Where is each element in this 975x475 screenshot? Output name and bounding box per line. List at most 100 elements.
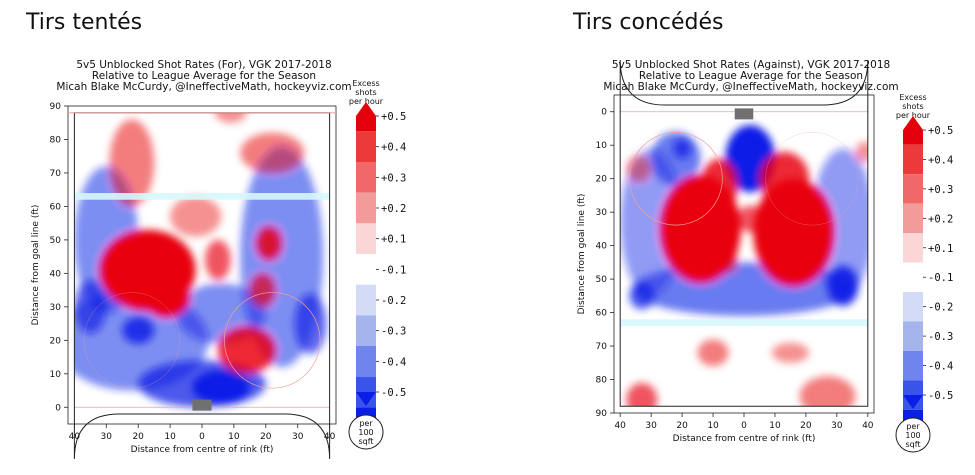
units-badge — [895, 417, 931, 453]
x-tick-label: 40 — [69, 432, 81, 442]
y-tick-label: 60 — [596, 309, 608, 319]
chart-title-line: Micah Blake McCurdy, @IneffectiveMath, h… — [56, 81, 351, 93]
x-tick-label: 30 — [831, 421, 843, 431]
heat-blob — [827, 265, 859, 306]
heat-blob — [256, 226, 282, 260]
x-tick-label: 10 — [769, 421, 781, 431]
y-tick-label: 50 — [50, 236, 62, 246]
colorbar-tick-label: +0.5 — [381, 111, 406, 123]
chart-title-line: Relative to League Average for the Seaso… — [639, 70, 863, 82]
y-tick-label: 80 — [50, 135, 62, 145]
heat-blobs — [620, 125, 868, 407]
x-tick-label: 40 — [862, 421, 874, 431]
y-tick-label: 90 — [596, 409, 608, 419]
heat-blob — [249, 273, 276, 307]
heat-blob — [240, 132, 305, 173]
heat-blob — [753, 178, 834, 286]
colorbar-tick-label: +0.3 — [381, 172, 406, 184]
x-tick-label: 0 — [199, 432, 205, 442]
colorbar-band — [356, 315, 376, 346]
y-axis-label: Distance from goal line (ft) — [577, 194, 587, 315]
faceoff-circle — [765, 132, 859, 226]
heat-blob — [759, 151, 809, 206]
heat-blob — [672, 138, 692, 159]
y-tick-label: 0 — [601, 108, 607, 118]
colorbar-band — [903, 321, 923, 351]
faceoff-circle — [629, 131, 723, 226]
colorbar-band — [903, 130, 923, 145]
x-tick-label: 10 — [164, 432, 176, 442]
heat-blob — [700, 158, 738, 213]
goal-net — [192, 399, 212, 411]
y-tick-label: 10 — [50, 370, 62, 380]
colorbar-title-line: Excess — [899, 93, 926, 102]
y-tick-label: 90 — [50, 102, 62, 112]
colorbar-tick-label: -0.2 — [381, 295, 406, 307]
x-tick-label: 0 — [741, 421, 747, 431]
heat-blob — [737, 205, 763, 233]
heat-blob — [214, 112, 247, 123]
colorbar-tick-label: -0.3 — [928, 331, 953, 343]
goal-net — [734, 108, 754, 120]
colorbar-title-line: shots — [902, 102, 923, 111]
y-tick-label: 40 — [596, 242, 608, 252]
colorbar-tick-label: +0.2 — [928, 213, 953, 225]
chart-title-line: 5v5 Unblocked Shot Rates (For), VGK 2017… — [76, 59, 331, 71]
units-badge-text: sqft — [358, 437, 373, 446]
panel-shots-against: 5v5 Unblocked Shot Rates (Against), VGK … — [487, 0, 974, 475]
x-tick-label: 10 — [707, 421, 719, 431]
colorbar-tick-label: +0.1 — [928, 243, 953, 255]
colorbar-tick-label: -0.4 — [928, 361, 953, 373]
colorbar-band — [356, 192, 376, 224]
colorbar-band — [356, 284, 376, 316]
blue-line — [620, 319, 868, 326]
colorbar-cap-top — [356, 102, 376, 116]
colorbar-cap-bottom — [356, 392, 376, 406]
heat-blob — [122, 316, 155, 344]
heat-layer — [620, 125, 868, 407]
colorbar-band — [903, 262, 923, 292]
colorbar-tick-label: +0.1 — [381, 234, 406, 246]
colorbar-title-line: per hour — [349, 97, 384, 106]
rink-boards — [73, 112, 331, 459]
colorbar-band — [903, 174, 923, 204]
heat-blob — [799, 376, 856, 407]
x-axis-label: Distance from centre of rink (ft) — [131, 445, 274, 455]
x-tick-label: 20 — [676, 421, 688, 431]
colorbar-title-line: Excess — [352, 79, 379, 88]
heat-blob — [170, 196, 222, 237]
panel-shots-for: 5v5 Unblocked Shot Rates (For), VGK 2017… — [0, 0, 487, 475]
heat-blob — [855, 141, 868, 162]
colorbar-tick-label: +0.4 — [928, 154, 953, 166]
shots-against-chart: 5v5 Unblocked Shot Rates (Against), VGK … — [577, 59, 953, 453]
x-tick-label: 40 — [614, 421, 626, 431]
colorbar-cap-top — [903, 116, 923, 130]
heat-blob — [719, 245, 738, 273]
heat-blob — [205, 239, 231, 281]
chart-title-line: 5v5 Unblocked Shot Rates (Against), VGK … — [612, 59, 890, 71]
colorbar-band — [903, 144, 923, 175]
x-tick-label: 30 — [292, 432, 304, 442]
units-badge-text: per — [359, 419, 373, 428]
blue-line — [74, 193, 330, 200]
y-tick-label: 10 — [596, 141, 608, 151]
colorbar-band — [356, 223, 376, 254]
colorbar-band — [356, 116, 376, 132]
y-tick-label: 40 — [50, 269, 62, 279]
heat-blob — [192, 370, 250, 404]
colorbar-band — [356, 131, 376, 162]
colorbar-title-line: per hour — [896, 111, 931, 120]
y-tick-label: 60 — [50, 202, 62, 212]
y-axis-label: Distance from goal line (ft) — [31, 205, 41, 326]
faceoff-circle — [223, 292, 321, 389]
heat-blob — [109, 119, 155, 207]
colorbar-band — [903, 350, 923, 381]
faceoff-circle — [83, 292, 180, 389]
colorbar-tick-label: -0.4 — [381, 356, 406, 368]
colorbar-tick-label: -0.3 — [381, 326, 406, 338]
heat-blob — [144, 276, 190, 317]
chart-title-line: Relative to League Average for the Seaso… — [92, 70, 316, 82]
y-tick-label: 70 — [50, 169, 62, 179]
x-tick-label: 10 — [228, 432, 240, 442]
x-tick-label: 20 — [132, 432, 144, 442]
